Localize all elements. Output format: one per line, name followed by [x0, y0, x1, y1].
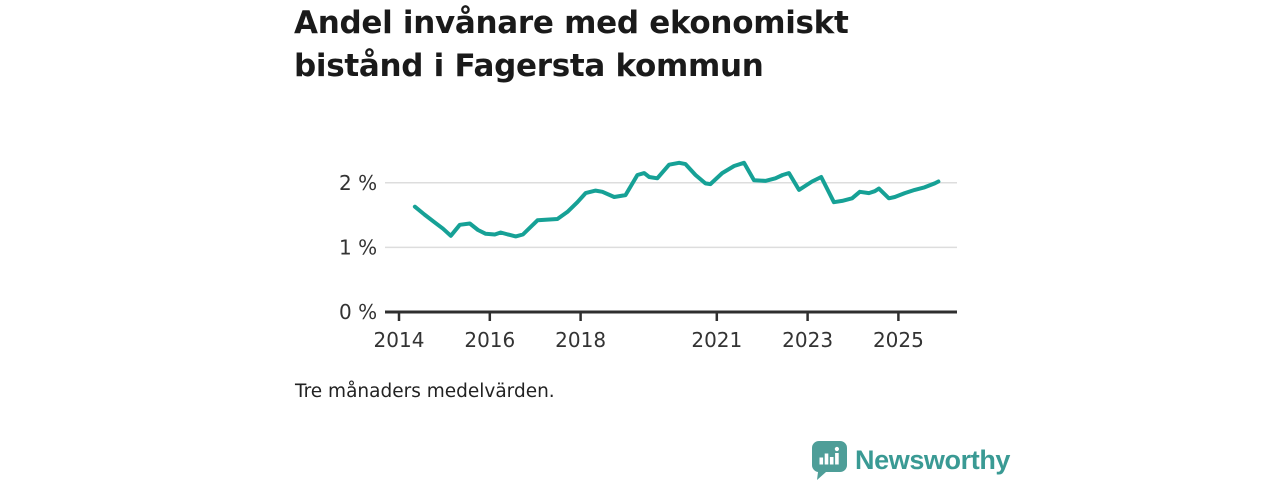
x-axis-label-2023: 2023 — [782, 328, 833, 352]
chart-footnote: Tre månaders medelvärden. — [295, 381, 555, 402]
y-axis-label-2pct: 2 % — [339, 171, 377, 195]
newsworthy-speech-bubble-bar-chart-icon — [811, 441, 847, 480]
y-axis-label-0pct: 0 % — [339, 300, 377, 324]
x-axis-label-2018: 2018 — [555, 328, 606, 352]
newsworthy-logo: Newsworthy — [811, 441, 1010, 480]
x-axis-label-2014: 2014 — [374, 328, 425, 352]
speech-bubble-shape — [811, 441, 847, 480]
data-line-fagersta — [412, 160, 941, 239]
mini-bar-chart-glyph — [819, 446, 839, 465]
line-chart: 0 % 1 % 2 % 2014 2016 2018 2021 2023 2025 — [339, 160, 957, 352]
x-axis-label-2021: 2021 — [691, 328, 742, 352]
y-axis-label-1pct: 1 % — [339, 235, 377, 259]
x-axis-label-2016: 2016 — [464, 328, 515, 352]
newsworthy-wordmark: Newsworthy — [855, 445, 1011, 475]
chart-title: Andel invånare med ekonomiskt bistånd i … — [294, 5, 849, 84]
x-axis-label-2025: 2025 — [873, 328, 924, 352]
